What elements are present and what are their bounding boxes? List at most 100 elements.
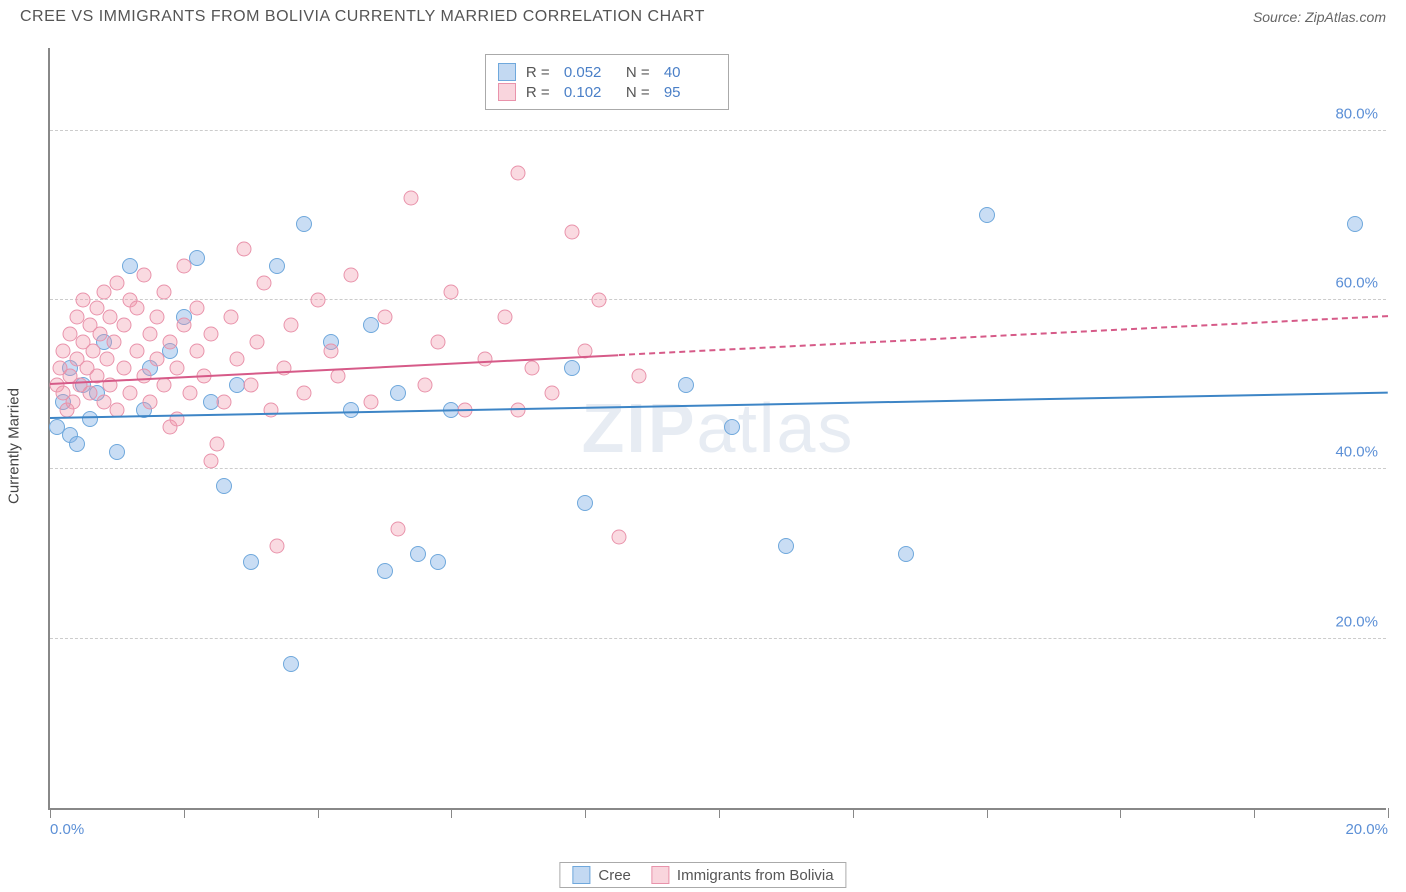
data-point-bolivia	[564, 225, 579, 240]
trend-line	[50, 391, 1388, 418]
stat-label: N =	[626, 84, 654, 101]
data-point-bolivia	[129, 301, 144, 316]
data-point-bolivia	[477, 352, 492, 367]
data-point-cree	[269, 258, 285, 274]
data-point-bolivia	[203, 453, 218, 468]
data-point-cree	[898, 546, 914, 562]
xtick	[853, 808, 854, 818]
data-point-bolivia	[283, 318, 298, 333]
data-point-bolivia	[170, 411, 185, 426]
xtick	[50, 808, 51, 818]
data-point-bolivia	[176, 318, 191, 333]
data-point-bolivia	[123, 386, 138, 401]
data-point-bolivia	[230, 352, 245, 367]
legend-label: Immigrants from Bolivia	[677, 867, 834, 884]
data-point-bolivia	[143, 394, 158, 409]
data-point-bolivia	[150, 309, 165, 324]
data-point-bolivia	[163, 335, 178, 350]
data-point-bolivia	[310, 293, 325, 308]
data-point-bolivia	[404, 191, 419, 206]
xtick	[1388, 808, 1389, 818]
swatch-blue-icon	[572, 866, 590, 884]
data-point-bolivia	[364, 394, 379, 409]
data-point-bolivia	[116, 318, 131, 333]
data-point-bolivia	[544, 386, 559, 401]
data-point-bolivia	[524, 360, 539, 375]
data-point-bolivia	[377, 309, 392, 324]
gridline	[50, 299, 1386, 300]
data-point-bolivia	[99, 352, 114, 367]
data-point-bolivia	[116, 360, 131, 375]
data-point-bolivia	[511, 166, 526, 181]
data-point-bolivia	[417, 377, 432, 392]
data-point-cree	[430, 554, 446, 570]
data-point-cree	[296, 216, 312, 232]
data-point-cree	[577, 495, 593, 511]
xtick	[1120, 808, 1121, 818]
data-point-bolivia	[129, 343, 144, 358]
xtick	[719, 808, 720, 818]
swatch-pink-icon	[651, 866, 669, 884]
xtick-label: 20.0%	[1345, 821, 1388, 838]
ytick-label: 40.0%	[1335, 444, 1378, 461]
data-point-bolivia	[156, 284, 171, 299]
data-point-cree	[410, 546, 426, 562]
data-point-bolivia	[66, 394, 81, 409]
data-point-bolivia	[257, 276, 272, 291]
data-point-bolivia	[176, 259, 191, 274]
data-point-cree	[678, 377, 694, 393]
trend-line	[619, 315, 1388, 356]
stat-label: R =	[526, 64, 554, 81]
ytick-label: 20.0%	[1335, 613, 1378, 630]
data-point-bolivia	[190, 343, 205, 358]
data-point-bolivia	[390, 521, 405, 536]
xtick	[451, 808, 452, 818]
data-point-bolivia	[237, 242, 252, 257]
data-point-cree	[343, 402, 359, 418]
data-point-cree	[1347, 216, 1363, 232]
data-point-bolivia	[323, 343, 338, 358]
xtick-label: 0.0%	[50, 821, 84, 838]
y-axis-label: Currently Married	[6, 388, 23, 504]
data-point-cree	[243, 554, 259, 570]
data-point-bolivia	[611, 530, 626, 545]
data-point-bolivia	[96, 284, 111, 299]
data-point-cree	[189, 250, 205, 266]
data-point-bolivia	[431, 335, 446, 350]
data-point-bolivia	[223, 309, 238, 324]
scatter-chart: ZIPatlas 20.0%40.0%60.0%80.0%0.0%20.0%R …	[48, 48, 1386, 810]
gridline	[50, 468, 1386, 469]
data-point-cree	[564, 360, 580, 376]
data-point-bolivia	[330, 369, 345, 384]
data-point-bolivia	[136, 369, 151, 384]
data-point-bolivia	[203, 326, 218, 341]
stat-value: 0.052	[564, 64, 616, 81]
data-point-cree	[69, 436, 85, 452]
gridline	[50, 130, 1386, 131]
chart-title: CREE VS IMMIGRANTS FROM BOLIVIA CURRENTL…	[20, 8, 705, 26]
stat-value: 0.102	[564, 84, 616, 101]
data-point-bolivia	[631, 369, 646, 384]
stat-label: R =	[526, 84, 554, 101]
data-point-bolivia	[270, 538, 285, 553]
legend-item-cree: Cree	[572, 866, 631, 884]
xtick	[585, 808, 586, 818]
data-point-cree	[216, 478, 232, 494]
data-point-bolivia	[250, 335, 265, 350]
data-point-bolivia	[183, 386, 198, 401]
data-point-cree	[390, 385, 406, 401]
data-point-cree	[283, 656, 299, 672]
stats-box: R =0.052N =40R =0.102N =95	[485, 54, 729, 110]
data-point-cree	[778, 538, 794, 554]
data-point-bolivia	[150, 352, 165, 367]
data-point-bolivia	[243, 377, 258, 392]
data-point-cree	[979, 207, 995, 223]
stats-row: R =0.052N =40	[498, 63, 716, 81]
data-point-bolivia	[344, 267, 359, 282]
data-point-cree	[82, 411, 98, 427]
data-point-bolivia	[591, 293, 606, 308]
data-point-bolivia	[297, 386, 312, 401]
data-point-bolivia	[190, 301, 205, 316]
source-label: Source: ZipAtlas.com	[1253, 9, 1386, 25]
stat-value: 40	[664, 64, 716, 81]
